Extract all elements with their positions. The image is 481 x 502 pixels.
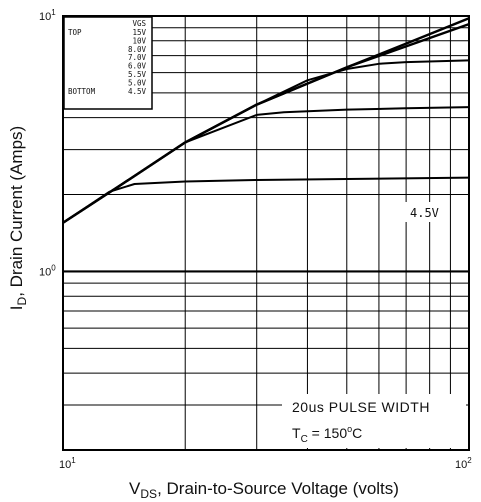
legend-entry: 5.0V [128,78,147,87]
legend-entry: 10V [132,36,146,45]
legend-entry: 8.0V [128,45,147,54]
legend-bottom-label: BOTTOM [68,87,96,96]
legend-top-label: TOP [68,28,82,37]
series-line-4 [62,106,470,224]
legend: VGS TOP BOTTOM 15V10V8.0V7.0V6.0V5.5V5.0… [63,16,153,110]
x-tick-label: 102 [455,456,472,471]
legend-entry: 7.0V [128,53,147,62]
plot-frame [62,15,470,451]
legend-entry: 5.5V [128,70,147,79]
legend-entry: 6.0V [128,62,147,71]
series-line-5 [62,176,470,224]
curve-label-background [400,202,446,222]
x-axis-title: VDS, Drain-to-Source Voltage (volts) [129,479,399,501]
x-tick-label: 101 [59,456,76,471]
pulse-width-note: 20us PULSE WIDTH [292,399,430,415]
curve-label-4-5v: 4.5V [410,206,439,220]
note-background [282,394,466,448]
y-tick-label: 100 [39,263,56,278]
temperature-note: TC = 150oC [292,424,362,445]
legend-header: VGS [132,19,146,28]
legend-entry: 4.5V [128,87,147,96]
y-axis-title: ID, Drain Current (Amps) [7,126,29,310]
y-tick-label: 101 [39,8,56,23]
grid [63,16,469,451]
legend-entry: 15V [132,28,146,37]
curves [62,17,470,224]
